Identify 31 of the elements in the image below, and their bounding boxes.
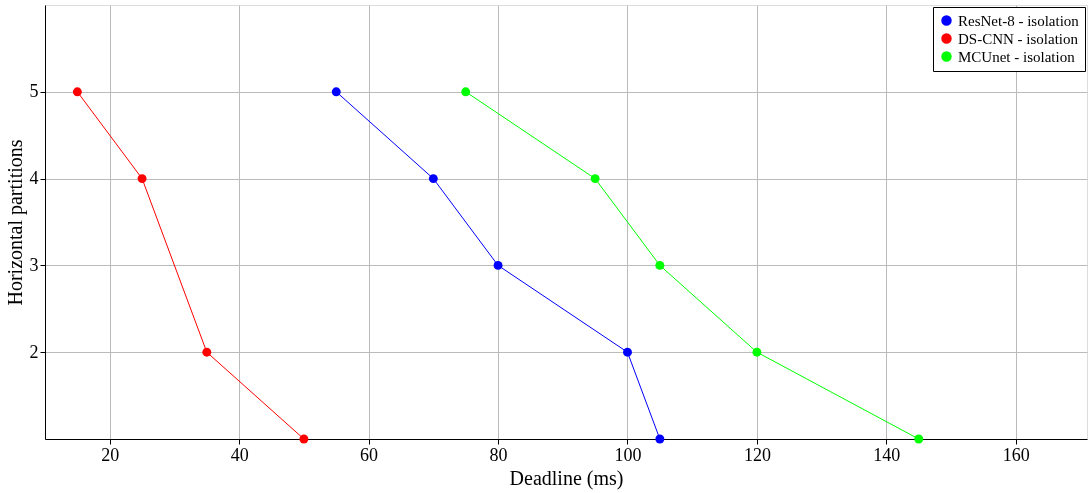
point [493, 260, 503, 270]
point [428, 174, 438, 184]
legend-label: ResNet-8 - isolation [958, 12, 1080, 29]
x-tick-label: 40 [230, 444, 249, 465]
point [202, 347, 212, 357]
x-tick-label: 80 [489, 444, 508, 465]
x-tick-label: 20 [101, 444, 120, 465]
y-tick-label: 3 [29, 254, 39, 275]
x-tick-label: 60 [360, 444, 379, 465]
point [752, 347, 762, 357]
point [461, 87, 471, 97]
point [655, 434, 665, 444]
point [72, 87, 82, 97]
legend-label: DS-CNN - isolation [958, 30, 1079, 47]
point [590, 174, 600, 184]
point [331, 87, 341, 97]
x-tick-label: 160 [1002, 444, 1030, 465]
x-tick-label: 120 [743, 444, 771, 465]
x-axis-title: Deadline (ms) [509, 466, 624, 490]
point [623, 347, 632, 357]
y-tick-label: 4 [29, 168, 39, 189]
point [655, 260, 665, 270]
x-tick-label: 100 [614, 444, 642, 465]
point [914, 434, 924, 444]
point [299, 434, 309, 444]
y-axis-title: Horizontal partitions [3, 139, 27, 306]
y-tick-label: 5 [29, 81, 39, 102]
point [137, 174, 147, 184]
x-tick-label: 140 [873, 444, 901, 465]
y-tick-label: 2 [29, 341, 39, 362]
legend-label: MCUnet - isolation [958, 48, 1076, 65]
